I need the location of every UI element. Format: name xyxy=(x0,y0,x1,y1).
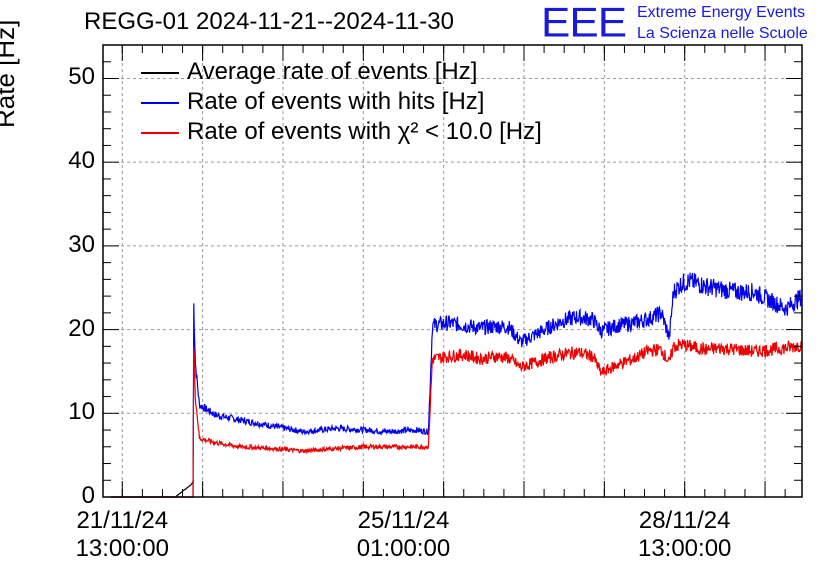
x-tick-time: 13:00:00 xyxy=(637,535,732,562)
eee-logo: EEE xyxy=(541,0,627,46)
axis-ticks xyxy=(103,44,802,498)
series-line-0 xyxy=(111,479,195,498)
y-tick-label: 40 xyxy=(68,147,95,175)
x-tick-date: 25/11/24 xyxy=(357,507,450,534)
plot-frame xyxy=(102,44,803,498)
x-tick-label: 25/11/24 01:00:00 xyxy=(343,507,463,563)
y-tick-label: 10 xyxy=(68,398,95,426)
legend-swatch xyxy=(141,102,179,104)
grid-lines xyxy=(103,45,802,497)
logo-line-2: La Scienza nelle Scuole xyxy=(637,25,808,42)
x-tick-label: 21/11/24 13:00:00 xyxy=(62,507,182,563)
legend-label: Rate of events with χ² < 10.0 [Hz] xyxy=(187,118,542,145)
x-tick-label: 28/11/24 13:00:00 xyxy=(625,507,745,563)
y-tick-label: 50 xyxy=(68,63,95,91)
y-tick-label: 0 xyxy=(81,482,95,509)
legend-swatch xyxy=(141,132,179,134)
series-line-1 xyxy=(111,272,803,498)
chart-title: REGG-01 2024-11-21--2024-11-30 xyxy=(84,8,454,35)
legend-swatch xyxy=(141,72,179,74)
y-tick-label: 20 xyxy=(68,314,95,342)
x-tick-date: 28/11/24 xyxy=(638,507,731,534)
series-lines xyxy=(111,272,803,498)
legend-label: Average rate of events [Hz] xyxy=(187,58,478,85)
y-tick-label: 30 xyxy=(68,230,95,258)
logo-line-1: Extreme Energy Events xyxy=(637,4,806,21)
x-tick-time: 01:00:00 xyxy=(356,535,451,562)
logo-text: Extreme Energy Events La Scienza nelle S… xyxy=(637,2,808,44)
y-axis-label: Rate [Hz] xyxy=(0,19,20,128)
series-line-2 xyxy=(111,338,803,498)
x-tick-time: 13:00:00 xyxy=(75,535,169,562)
x-tick-date: 21/11/24 xyxy=(76,507,169,534)
legend-label: Rate of events with hits [Hz] xyxy=(187,88,485,115)
